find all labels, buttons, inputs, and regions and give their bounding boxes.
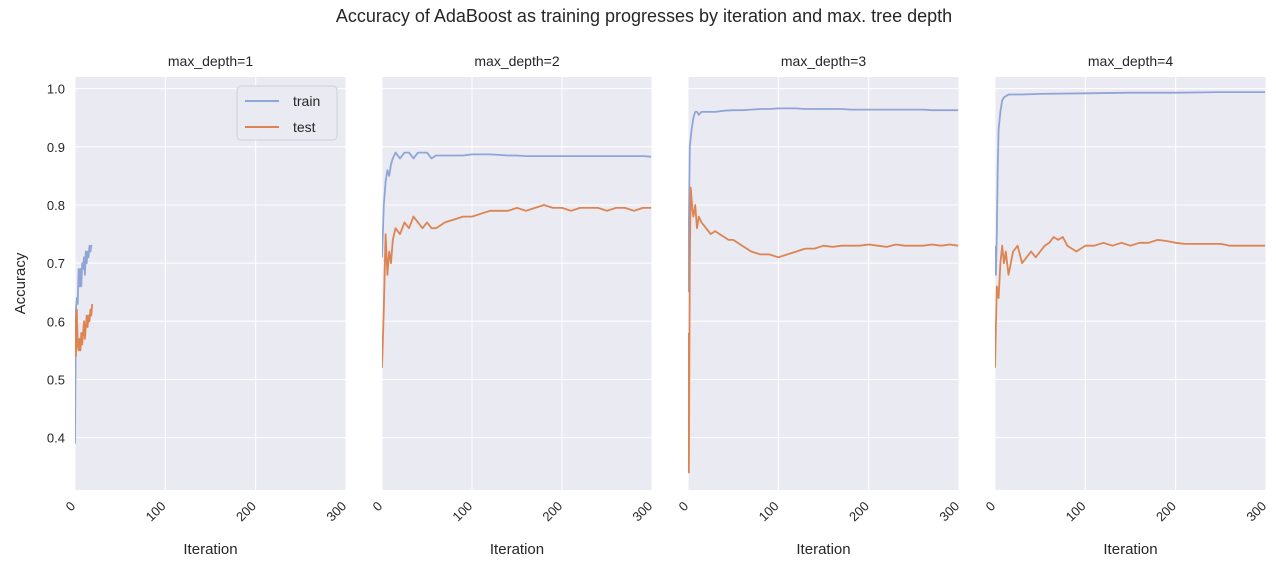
x-axis-label: Iteration [183,541,237,558]
subplot-4: 0 100 200 300 max_depth=4 Iteration [983,53,1270,558]
y-axis-label: Accuracy [12,252,29,314]
subplot-2: 0 100 200 300 max_depth=2 Iteration [370,53,656,558]
y-tick-label: 0.4 [47,431,65,446]
x-tick-label: 300 [629,498,655,524]
subplot-title: max_depth=4 [1088,53,1173,69]
plot-area [382,77,652,490]
x-tick-label: 200 [1153,498,1179,524]
y-tick-label: 0.5 [47,372,65,387]
series-line-train [75,244,93,444]
x-tick-label: 0 [370,498,386,514]
series-line-train [688,107,959,293]
legend-label-test: test [293,119,316,135]
x-tick-label: 0 [983,498,999,514]
series-line-train [995,91,1266,276]
series-line-test [75,303,94,358]
legend-box [236,85,338,141]
x-tick-label: 0 [676,498,692,514]
plot-area [75,77,346,490]
series-line-train [382,151,652,258]
subplot-title: max_depth=1 [168,53,253,69]
subplot-title: max_depth=3 [781,53,866,69]
x-tick-label: 100 [756,498,782,524]
x-axis-label: Iteration [1103,541,1157,558]
x-tick-label: 300 [323,498,349,524]
y-tick-label: 0.6 [47,314,65,329]
plot-area [688,77,959,490]
series-line-test [688,186,959,474]
x-tick-label: 0 [63,498,79,514]
x-tick-label: 100 [449,498,475,524]
x-tick-label: 100 [143,498,169,524]
x-tick-label: 100 [1063,498,1089,524]
series-line-test [382,204,652,368]
y-tick-label: 1.0 [47,82,65,97]
y-tick-label: 0.9 [47,140,65,155]
legend-label-train: train [293,93,320,109]
x-tick-label: 300 [1243,498,1269,524]
y-tick-label: 0.8 [47,198,65,213]
subplot-1: 0 100 200 300 0.4 0.5 0.6 0.7 0.8 0.9 1.0 max_depth… [12,53,349,558]
x-axis-label: Iteration [796,541,850,558]
x-tick-label: 200 [846,498,872,524]
subplot-title: max_depth=2 [474,53,559,69]
subplot-3: 0 100 200 300 max_depth=3 Iteration [676,53,963,558]
figure-title: Accuracy of AdaBoost as training progres… [335,6,953,26]
series-line-test [995,236,1266,368]
y-tick-label: 0.7 [47,256,65,271]
plot-area [995,77,1266,490]
x-tick-label: 300 [936,498,962,524]
x-axis-label: Iteration [490,541,544,558]
x-tick-label: 200 [539,498,565,524]
legend: train test [236,85,338,141]
x-tick-label: 200 [233,498,259,524]
